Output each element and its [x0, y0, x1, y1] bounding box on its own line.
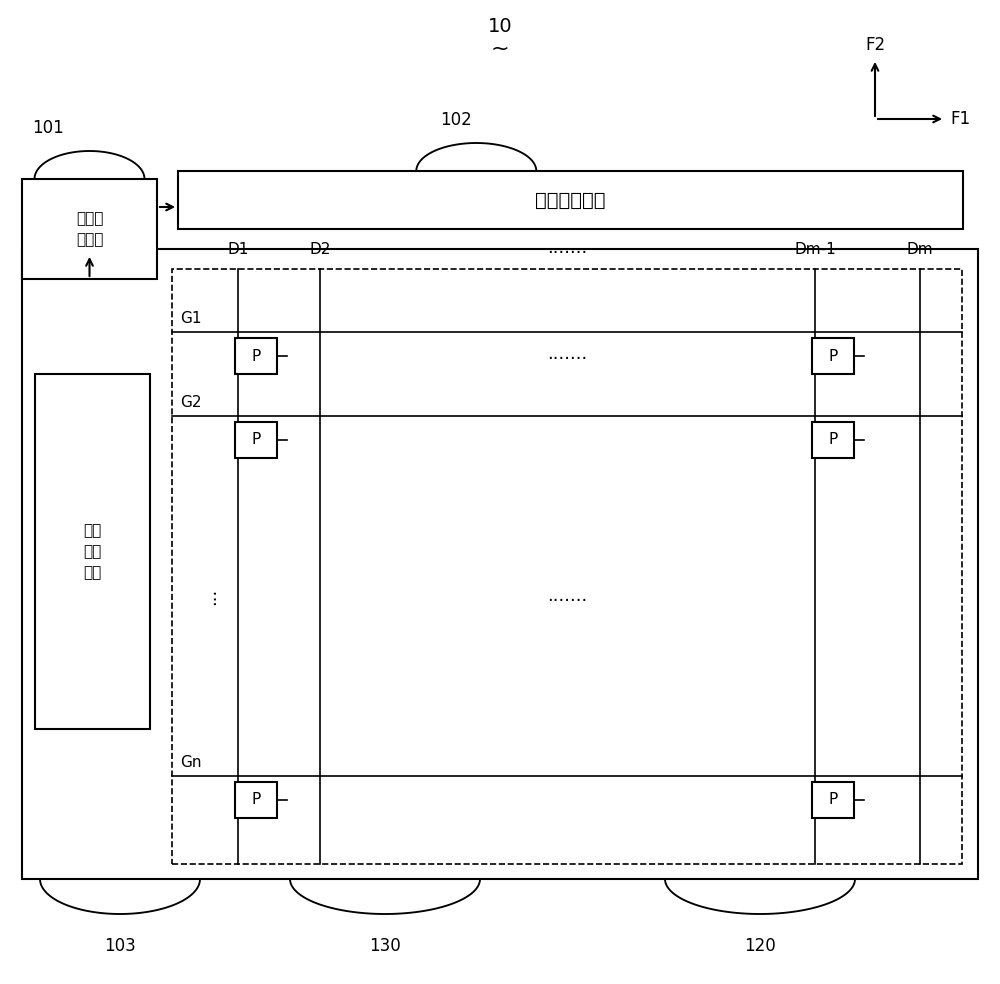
- Text: P: P: [251, 433, 261, 448]
- Text: 时序控
制电路: 时序控 制电路: [76, 211, 103, 247]
- Text: 扫描
驱动
电路: 扫描 驱动 电路: [83, 523, 102, 580]
- Text: P: P: [251, 792, 261, 808]
- Text: Dm: Dm: [907, 242, 933, 257]
- Text: 数据驱动电路: 数据驱动电路: [535, 191, 606, 210]
- Text: D1: D1: [227, 242, 249, 257]
- Bar: [178, 171, 963, 229]
- Text: Gn: Gn: [180, 755, 202, 770]
- Bar: [235, 782, 277, 818]
- Text: 103: 103: [104, 937, 136, 955]
- Text: D2: D2: [309, 242, 331, 257]
- Text: .......: .......: [547, 239, 588, 257]
- Text: G2: G2: [180, 395, 202, 410]
- Text: ~: ~: [491, 39, 509, 59]
- Text: .......: .......: [547, 587, 588, 605]
- Bar: [812, 782, 854, 818]
- Text: P: P: [828, 433, 838, 448]
- Text: 120: 120: [744, 937, 776, 955]
- Bar: [812, 338, 854, 374]
- Bar: [22, 179, 157, 279]
- Text: F2: F2: [865, 36, 885, 54]
- Bar: [35, 374, 150, 729]
- Text: F1: F1: [950, 110, 970, 128]
- Text: 101: 101: [32, 119, 63, 137]
- Text: Dm-1: Dm-1: [794, 242, 836, 257]
- Text: 102: 102: [440, 111, 472, 129]
- Bar: [812, 422, 854, 458]
- Text: P: P: [251, 348, 261, 363]
- Text: .......: .......: [547, 345, 588, 363]
- Bar: [235, 422, 277, 458]
- Text: P: P: [828, 348, 838, 363]
- Text: ...: ...: [201, 587, 219, 604]
- Bar: [235, 338, 277, 374]
- Bar: [172, 269, 962, 864]
- Text: P: P: [828, 792, 838, 808]
- Text: 130: 130: [369, 937, 401, 955]
- Text: 10: 10: [488, 17, 512, 35]
- Bar: [22, 249, 978, 879]
- Text: G1: G1: [180, 311, 202, 326]
